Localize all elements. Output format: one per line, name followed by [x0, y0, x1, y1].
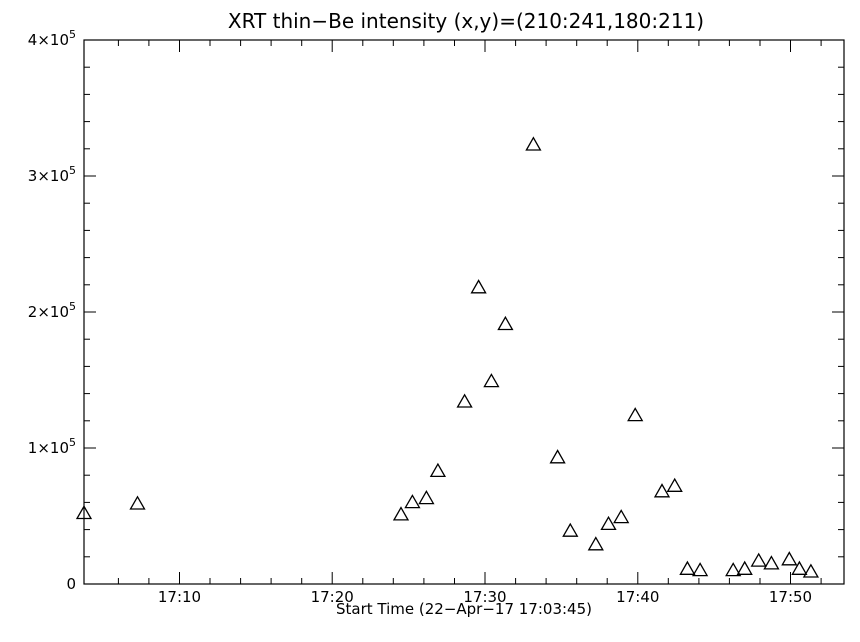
data-point-triangle [404, 494, 421, 509]
data-point-triangle [562, 522, 579, 537]
data-point-triangle [691, 562, 709, 577]
data-points [75, 136, 820, 578]
data-point-triangle [750, 552, 767, 567]
data-point-triangle [802, 563, 820, 578]
x-tick-label: 17:40 [616, 588, 659, 606]
data-point-triangle [781, 551, 798, 566]
x-axis-label: Start Time (22−Apr−17 17:03:45) [336, 600, 592, 618]
data-point-triangle [392, 506, 410, 521]
data-point-triangle [497, 315, 514, 331]
data-point-triangle [679, 560, 696, 575]
data-point-triangle [483, 373, 500, 388]
axis-ticks [84, 39, 844, 585]
plot-frame [83, 39, 845, 585]
data-point-triangle [791, 560, 808, 575]
data-point-triangle [456, 393, 473, 408]
y-tick-label: 1×105 [28, 436, 76, 457]
data-point-triangle [129, 495, 146, 510]
y-tick-labels: 0 1×105 2×105 3×105 4×105 [28, 28, 76, 593]
x-tick-label: 17:50 [769, 588, 812, 606]
chart-title: XRT thin−Be intensity (x,y)=(210:241,180… [228, 9, 704, 33]
data-point-triangle [525, 136, 542, 151]
data-point-triangle [666, 477, 683, 492]
data-point-triangle [763, 555, 780, 570]
data-point-triangle [75, 504, 93, 520]
data-point-triangle [549, 449, 566, 464]
data-point-triangle [627, 407, 644, 422]
data-point-triangle [470, 279, 487, 294]
data-point-triangle [653, 483, 671, 498]
x-tick-labels: 17:10 17:20 17:30 17:40 17:50 [158, 588, 812, 606]
data-point-triangle [613, 509, 630, 524]
y-tick-label: 0 [66, 575, 76, 593]
data-point-triangle [725, 562, 742, 577]
data-point-triangle [736, 560, 753, 575]
data-point-triangle [418, 489, 435, 505]
data-point-triangle [429, 462, 447, 478]
data-point-triangle [587, 536, 604, 551]
y-tick-label: 3×105 [28, 164, 76, 185]
x-tick-label: 17:30 [463, 588, 506, 606]
y-tick-label: 2×105 [28, 300, 76, 321]
x-tick-label: 17:20 [311, 588, 354, 606]
x-tick-label: 17:10 [158, 588, 201, 606]
y-tick-label: 4×105 [28, 28, 76, 49]
data-point-triangle [600, 515, 617, 531]
